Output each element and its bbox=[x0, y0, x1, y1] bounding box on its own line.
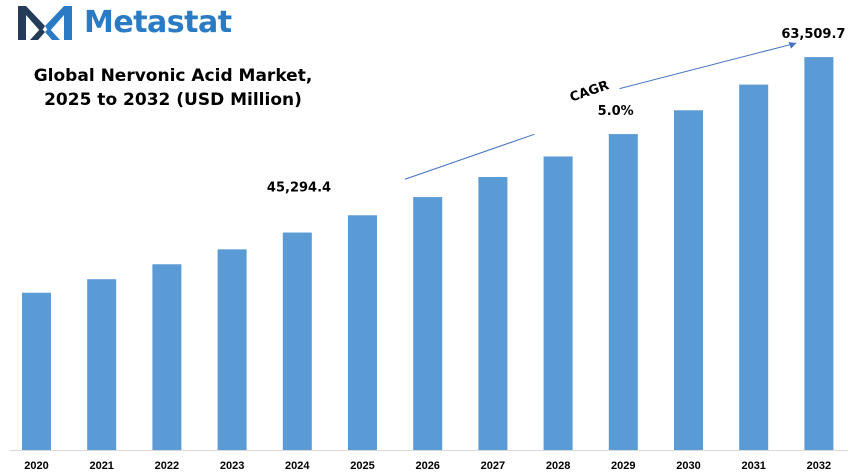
bar-2027 bbox=[478, 177, 508, 450]
cagr-arrowhead bbox=[788, 42, 797, 49]
x-tick-label: 2029 bbox=[611, 460, 635, 472]
bar-2025 bbox=[348, 215, 377, 450]
brand-name: Metastat bbox=[84, 4, 232, 40]
chart-title: Global Nervonic Acid Market, bbox=[33, 66, 313, 86]
x-tick-label: 2032 bbox=[807, 460, 831, 472]
cagr-label: CAGR bbox=[568, 78, 611, 105]
bar-2023 bbox=[217, 249, 247, 450]
x-tick-label: 2023 bbox=[220, 460, 244, 472]
x-tick-label: 2022 bbox=[155, 460, 179, 472]
brand-logo: Metastat bbox=[16, 2, 232, 42]
x-tick-label: 2026 bbox=[415, 460, 439, 472]
bar-2028 bbox=[543, 156, 573, 450]
data-label: 45,294.4 bbox=[267, 180, 331, 195]
data-label: 63,509.7 bbox=[781, 27, 845, 42]
cagr-arrow-line bbox=[619, 42, 797, 90]
chart-title-block: Global Nervonic Acid Market, 2025 to 203… bbox=[18, 64, 328, 112]
cagr-arrow-line bbox=[404, 133, 535, 180]
x-tick-label: 2020 bbox=[24, 460, 48, 472]
bar-2031 bbox=[739, 84, 769, 450]
chart-subtitle: 2025 to 2032 (USD Million) bbox=[44, 90, 302, 110]
x-tick-label: 2031 bbox=[741, 460, 765, 472]
bar-2032 bbox=[804, 57, 834, 451]
bar-2021 bbox=[87, 279, 117, 450]
x-tick-label: 2021 bbox=[89, 460, 113, 472]
x-tick-label: 2025 bbox=[350, 460, 374, 472]
cagr-value: 5.0% bbox=[598, 104, 634, 119]
bar-2026 bbox=[413, 197, 443, 450]
x-tick-label: 2024 bbox=[285, 460, 310, 472]
bar-2029 bbox=[608, 134, 638, 451]
bar-2024 bbox=[282, 232, 312, 450]
bar-2030 bbox=[674, 110, 703, 451]
x-tick-label: 2030 bbox=[676, 460, 700, 472]
x-tick-label: 2027 bbox=[481, 460, 505, 472]
bar-2022 bbox=[152, 264, 182, 450]
x-tick-label: 2028 bbox=[546, 460, 570, 472]
bar-2020 bbox=[22, 292, 51, 450]
metastat-logo-icon bbox=[18, 6, 72, 40]
